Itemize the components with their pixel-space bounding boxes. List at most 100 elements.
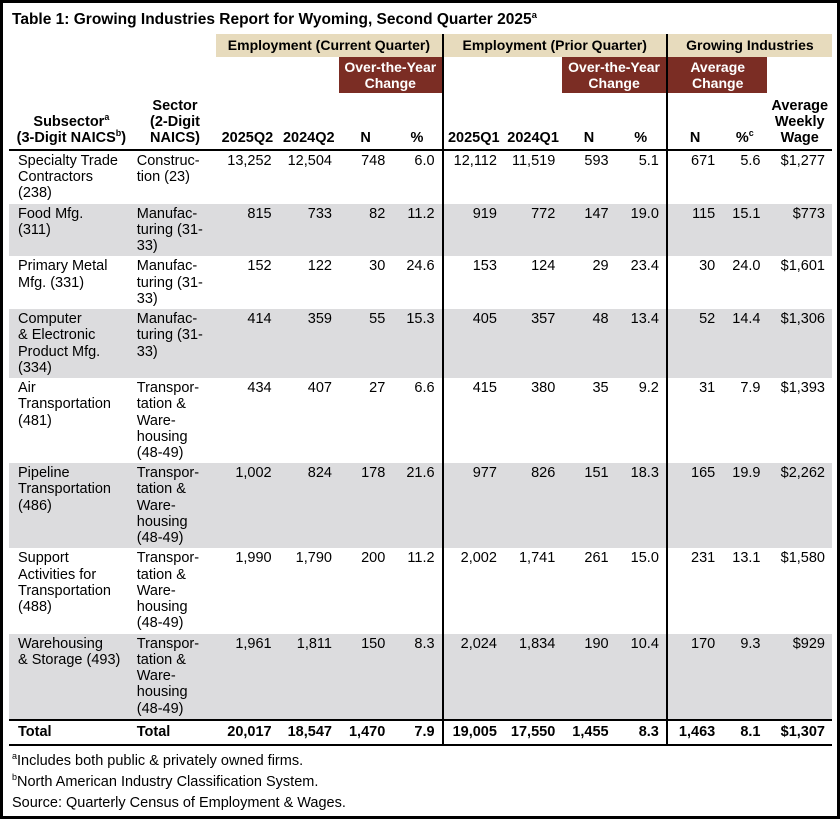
footnote-marker-a: a — [104, 112, 110, 123]
wage-cell: $1,393 — [780, 380, 825, 397]
footnote-prepared-by: Prepared by L. Yetter, Research & Planni… — [12, 814, 832, 817]
cq-pct-cell: 6.6 — [414, 380, 435, 397]
wage-cell: $2,262 — [767, 463, 832, 549]
footnote-prepared-by-text: Prepared by L. Yetter, Research & Planni… — [12, 816, 421, 817]
footnotes: aIncludes both public & privately owned … — [9, 746, 832, 817]
table-title-text: Table 1: Growing Industries Report for W… — [12, 11, 532, 28]
gi-n-cell: 31 — [665, 378, 723, 464]
footnote-b-marker: b — [12, 771, 17, 782]
average-change: Average Change — [665, 57, 768, 93]
col-pct-growing-text: % — [735, 130, 749, 147]
total-label-sector: Total — [136, 724, 171, 741]
cq-2025q2-cell: 434 — [247, 380, 272, 397]
pq-n-cell: 190 — [562, 633, 616, 720]
cq-2025q2-cell: 1,002 — [216, 463, 279, 549]
wage-cell: $1,277 — [780, 153, 825, 169]
col-sector: Sector (2-Digit NAICS) — [150, 98, 200, 147]
table-row-warehousing-storage: Warehousing & Storage (493) Transpor- ta… — [9, 633, 832, 720]
pq-2025q1-cell: 415 — [441, 378, 504, 464]
table-row-food-mfg: Food Mfg. (311) Manufac- turing (31- 33)… — [9, 203, 832, 257]
sector-cell: Transpor- tation & Ware- housing (48-49) — [133, 633, 217, 720]
sector-cell: Transpor- tation & Ware- housing (48-49) — [136, 550, 200, 632]
pq-2025q1-cell: 405 — [441, 309, 504, 379]
gi-pct-cell: 5.6 — [740, 153, 761, 169]
total-row: Total Total 20,017 18,547 1,470 7.9 19,0… — [9, 719, 832, 745]
col-2024q2: 2024Q2 — [282, 130, 335, 147]
pq-pct-cell: 23.4 — [630, 258, 659, 275]
cq-pct-cell: 15.3 — [392, 309, 443, 379]
total-cq-pct: 7.9 — [414, 724, 435, 741]
pq-pct-cell: 15.0 — [630, 550, 659, 567]
footnote-source: Source: Quarterly Census of Employment &… — [12, 793, 832, 814]
subsector-cell: Air Transportation (481) — [18, 380, 111, 429]
pq-pct-cell: 19.0 — [615, 203, 667, 257]
gi-pct-cell: 14.4 — [722, 309, 768, 379]
cq-n-cell: 27 — [369, 380, 386, 397]
subsector-cell: Support Activities for Transportation (4… — [18, 550, 111, 616]
table-row-pipeline-transportation: Pipeline Transportation (486) Transpor- … — [9, 463, 832, 549]
group-header-row: Employment (Current Quarter) Employment … — [9, 34, 832, 57]
subsector-cell: Primary Metal Mfg. (331) — [18, 258, 108, 291]
col-average-weekly-wage: Average Weekly Wage — [771, 98, 829, 147]
sector-cell: Construc- tion (23) — [136, 153, 200, 186]
col-subsector-text3: ) — [121, 130, 127, 147]
subsector-cell: Pipeline Transportation (486) — [9, 463, 134, 549]
pq-n-cell: 261 — [584, 550, 609, 567]
group-growing-industries: Growing Industries — [665, 34, 832, 57]
pq-pct-cell: 10.4 — [615, 633, 667, 720]
sector-cell: Manufac- turing (31- 33) — [133, 203, 217, 257]
footnote-a-text: Includes both public & privately owned f… — [17, 752, 304, 769]
col-n-growing: N — [665, 93, 723, 150]
pq-2024q1-cell: 357 — [503, 309, 563, 379]
pq-2025q1-cell: 2,024 — [441, 633, 504, 720]
pq-2024q1-cell: 772 — [503, 203, 563, 257]
total-cq-2025q2: 20,017 — [227, 724, 272, 741]
pq-n-cell: 35 — [592, 380, 609, 397]
col-2025q1: 2025Q1 — [441, 93, 504, 150]
wage-cell: $1,580 — [780, 550, 825, 567]
total-pq-pct: 8.3 — [638, 724, 659, 741]
gi-n-cell: 671 — [665, 150, 723, 204]
gi-pct-cell: 9.3 — [722, 633, 768, 720]
cq-2024q2-cell: 12,504 — [287, 153, 332, 169]
gi-n-cell: 52 — [665, 309, 723, 379]
column-header-row: Subsectora (3-Digit NAICSb) Sector (2-Dig… — [9, 93, 832, 150]
total-cq-n: 1,470 — [348, 724, 386, 741]
cq-pct-cell: 21.6 — [392, 463, 443, 549]
gi-n-cell: 165 — [665, 463, 723, 549]
cq-n-cell: 748 — [361, 153, 386, 169]
table-title-footnote-marker: a — [531, 9, 537, 21]
col-subsector-text: Subsector — [33, 114, 105, 131]
pq-2025q1-cell: 2,002 — [441, 548, 504, 634]
gi-pct-cell: 19.9 — [722, 463, 768, 549]
footnote-b: bNorth American Industry Classification … — [12, 772, 832, 793]
col-n-prior: N — [583, 130, 595, 147]
footnote-source-text: Source: Quarterly Census of Employment &… — [12, 794, 346, 811]
pq-pct-cell: 9.2 — [638, 380, 659, 397]
gi-n-cell: 170 — [665, 633, 723, 720]
subsector-cell: Specialty Trade Contractors (238) — [18, 153, 118, 202]
table-row-support-activities: Support Activities for Transportation (4… — [9, 548, 832, 634]
sector-cell: Manufac- turing (31- 33) — [136, 258, 203, 307]
wage-cell: $1,306 — [767, 309, 832, 379]
total-pq-2024q1: 17,550 — [510, 724, 556, 741]
subsector-cell: Warehousing & Storage (493) — [9, 633, 134, 720]
pq-n-cell: 29 — [592, 258, 609, 275]
pq-pct-cell: 13.4 — [615, 309, 667, 379]
cq-pct-cell: 11.2 — [407, 550, 435, 567]
gi-pct-cell: 24.0 — [732, 258, 761, 275]
pq-n-cell: 593 — [584, 153, 609, 169]
pq-n-cell: 147 — [562, 203, 616, 257]
cq-2024q2-cell: 733 — [278, 203, 339, 257]
cq-2024q2-cell: 359 — [278, 309, 339, 379]
cq-2025q2-cell: 414 — [216, 309, 279, 379]
table-row-computer-electronic: Computer & Electronic Product Mfg. (334)… — [9, 309, 832, 379]
sector-cell: Manufac- turing (31- 33) — [133, 309, 217, 379]
cq-2024q2-cell: 824 — [278, 463, 339, 549]
wage-cell: $1,601 — [780, 258, 825, 275]
subheader-row: Over-the-Year Change Over-the-Year Chang… — [9, 57, 832, 93]
col-pct-current: % — [410, 130, 424, 147]
gi-n-cell: 115 — [665, 203, 723, 257]
gi-pct-cell: 7.9 — [740, 380, 761, 397]
